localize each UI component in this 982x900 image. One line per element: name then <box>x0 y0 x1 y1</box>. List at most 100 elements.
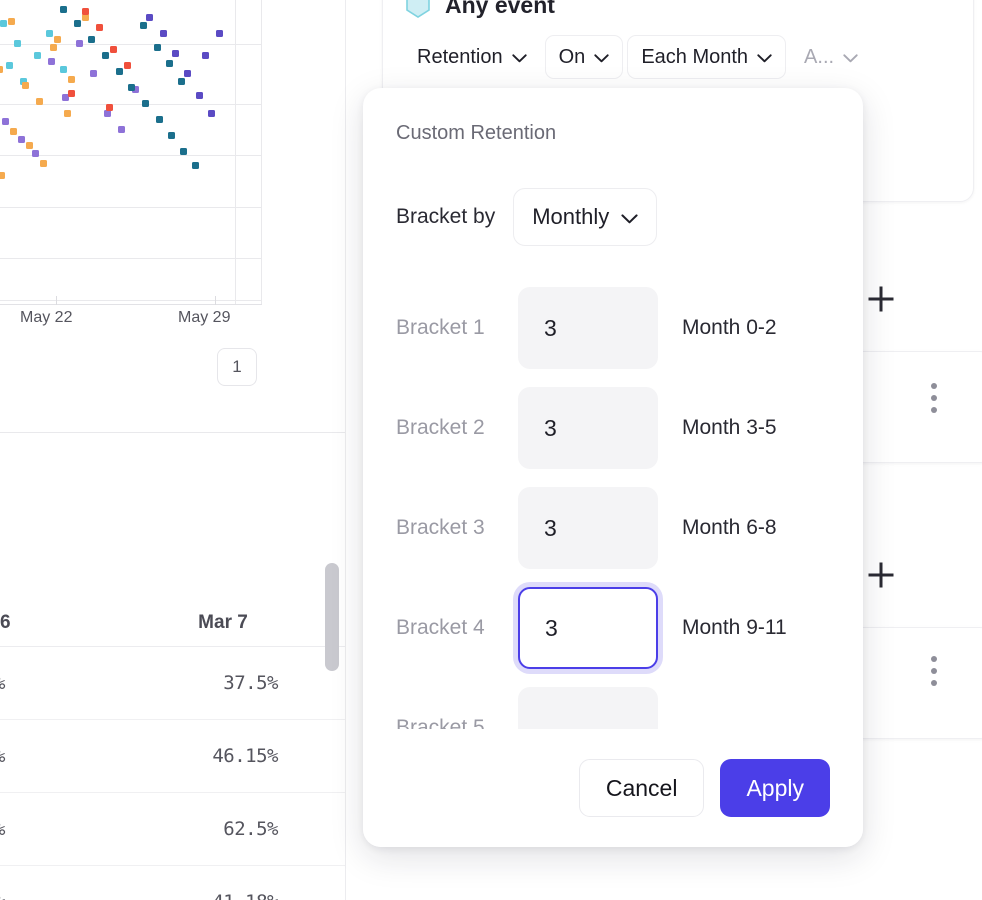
scatter-point <box>166 60 173 67</box>
pagination-page-1-button[interactable]: 1 <box>217 348 257 386</box>
scatter-point <box>124 62 131 69</box>
bracket-input-3[interactable]: 3 <box>518 487 658 569</box>
scatter-point <box>192 162 199 169</box>
chart-gridline-vertical <box>261 0 262 305</box>
bracket-by-value: Monthly <box>532 204 610 229</box>
period-dropdown[interactable]: Each Month <box>627 35 787 79</box>
event-header: Any event <box>405 0 555 19</box>
scatter-point <box>82 8 89 15</box>
chart-gridline <box>0 44 262 45</box>
table-vertical-scrollbar[interactable] <box>325 563 339 671</box>
chart-x-axis: May 22 May 29 <box>0 296 345 356</box>
table-row: % 37.5% <box>0 647 345 720</box>
scatter-point <box>26 142 33 149</box>
apply-button[interactable]: Apply <box>720 759 830 817</box>
preposition-dropdown[interactable]: On <box>544 35 624 79</box>
add-step-button-1[interactable] <box>866 284 896 314</box>
chart-gridline <box>0 207 262 208</box>
scatter-point <box>154 44 161 51</box>
scatter-point <box>34 52 41 59</box>
chart-gridline <box>0 300 262 301</box>
kebab-menu-icon-1[interactable] <box>931 383 937 413</box>
scatter-point <box>0 20 7 27</box>
scatter-point <box>60 6 67 13</box>
bracket-label-1: Bracket 1 <box>396 316 485 339</box>
scatter-point <box>110 46 117 53</box>
bracket-input-2[interactable]: 3 <box>518 387 658 469</box>
chevron-down-icon <box>594 46 609 69</box>
scatter-point <box>32 150 39 157</box>
scatter-point <box>20 78 27 85</box>
bracket-row-3: Bracket 3 3 Month 6-8 <box>396 478 836 578</box>
bracket-by-select[interactable]: Monthly <box>513 188 658 246</box>
scatter-point <box>60 66 67 73</box>
bracket-input-4[interactable]: 3 <box>518 587 658 669</box>
axis-tick <box>56 296 57 305</box>
bracket-range-1: Month 0-2 <box>682 316 777 339</box>
bracket-input-1[interactable]: 3 <box>518 287 658 369</box>
add-step-button-2[interactable] <box>866 560 896 590</box>
scatter-point <box>82 14 89 21</box>
scatter-point <box>202 52 209 59</box>
table-cell-1: 41.18% <box>148 891 278 900</box>
section-divider <box>0 432 345 433</box>
bracket-range-2: Month 3-5 <box>682 416 777 439</box>
table-row: % 41.18% <box>0 866 345 900</box>
retention-table: 6 Mar 7 % 37.5% % 46.15% % 62.5% % 41.18… <box>0 560 345 900</box>
bracket-range-4: Month 9-11 <box>682 616 787 639</box>
bracket-label-3: Bracket 3 <box>396 516 485 539</box>
bracket-label-2: Bracket 2 <box>396 416 485 439</box>
truncated-dropdown-label: A... <box>804 45 835 68</box>
scatter-chart <box>0 0 345 305</box>
scatter-point <box>8 18 15 25</box>
x-tick-label-0: May 22 <box>20 309 73 326</box>
scatter-point <box>104 110 111 117</box>
scatter-point <box>48 58 55 65</box>
scatter-point <box>40 160 47 167</box>
bracket-by-row: Bracket by Monthly <box>396 188 658 246</box>
scatter-point <box>68 90 75 97</box>
chevron-down-icon <box>757 46 772 69</box>
scatter-point <box>0 172 5 179</box>
scatter-point <box>22 82 29 89</box>
scatter-point <box>6 62 13 69</box>
scatter-plot-canvas <box>0 0 262 305</box>
scatter-point <box>118 126 125 133</box>
truncated-dropdown[interactable]: A... <box>790 35 873 79</box>
chevron-down-icon <box>843 46 858 69</box>
scatter-point <box>128 84 135 91</box>
scatter-point <box>2 118 9 125</box>
scatter-point <box>64 110 71 117</box>
metric-dropdown[interactable]: Retention <box>403 35 541 79</box>
table-row: % 46.15% <box>0 720 345 793</box>
scatter-point <box>10 128 17 135</box>
scatter-point <box>140 22 147 29</box>
modal-footer: Cancel Apply <box>363 729 863 847</box>
scatter-point <box>132 86 139 93</box>
scatter-point <box>142 100 149 107</box>
table-header-cell-0: 6 <box>0 612 11 633</box>
chart-gridline-vertical <box>235 0 236 305</box>
scatter-point <box>50 44 57 51</box>
scatter-point <box>102 52 109 59</box>
scatter-point <box>68 76 75 83</box>
chevron-down-icon <box>621 204 638 230</box>
table-row: % 62.5% <box>0 793 345 866</box>
table-cell-0: % <box>0 672 5 694</box>
modal-title: Custom Retention <box>396 122 557 144</box>
custom-retention-modal: Custom Retention Bracket by Monthly Brac… <box>363 88 863 847</box>
bracket-row-4: Bracket 4 3 Month 9-11 <box>396 578 836 678</box>
cancel-button[interactable]: Cancel <box>578 759 705 817</box>
table-cell-0: % <box>0 891 5 900</box>
table-cell-1: 62.5% <box>223 818 278 840</box>
scatter-point <box>146 14 153 21</box>
scatter-point <box>106 104 113 111</box>
scatter-point <box>196 92 203 99</box>
bracket-range-3: Month 6-8 <box>682 516 777 539</box>
x-tick-label-1: May 29 <box>178 309 231 326</box>
chevron-down-icon <box>511 46 527 69</box>
kebab-menu-icon-2[interactable] <box>931 656 937 686</box>
metric-dropdown-label: Retention <box>417 45 503 68</box>
scatter-point <box>54 36 61 43</box>
